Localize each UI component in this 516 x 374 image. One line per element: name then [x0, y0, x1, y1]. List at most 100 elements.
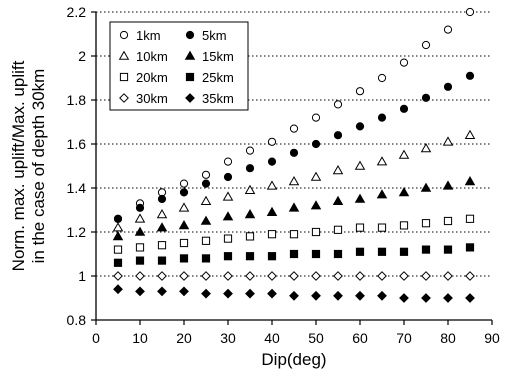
point-10km [420, 142, 432, 153]
point-15km [156, 222, 168, 232]
point-25km [179, 254, 189, 263]
point-30km [267, 271, 277, 281]
point-5km [289, 148, 299, 157]
point-35km [201, 288, 211, 299]
point-25km [443, 245, 453, 254]
point-25km [421, 245, 431, 254]
point-10km [332, 164, 344, 175]
x-tick-label: 10 [132, 330, 148, 346]
point-20km [421, 219, 431, 228]
point-25km [355, 247, 365, 256]
point-15km [420, 182, 432, 192]
point-35km [465, 293, 475, 303]
point-10km [112, 222, 124, 232]
point-10km [288, 175, 300, 186]
point-20km [465, 214, 475, 223]
legend-label-10km: 10km [136, 49, 168, 64]
x-axis-label: Dip(deg) [261, 350, 326, 369]
point-30km [223, 271, 233, 281]
legend: 1km 5km 10km 15km 20km 25km 30km 35km [109, 21, 249, 111]
point-20km [267, 230, 277, 239]
point-15km [244, 208, 256, 219]
x-tick-label: 70 [396, 330, 412, 346]
point-35km [421, 293, 431, 303]
point-25km [267, 252, 277, 261]
x-tick-label: 20 [176, 330, 192, 346]
point-5km [443, 82, 453, 91]
point-5km [311, 139, 321, 149]
point-20km [333, 225, 343, 234]
point-1km [333, 100, 343, 109]
point-20km [113, 245, 123, 254]
point-10km [310, 171, 322, 181]
point-20km [201, 236, 211, 245]
point-10km [156, 208, 168, 219]
point-1km [377, 73, 387, 83]
point-5km [157, 194, 167, 204]
point-10km [244, 184, 256, 194]
x-tick-label: 30 [220, 330, 236, 346]
point-20km [289, 230, 299, 239]
legend-label-20km: 20km [136, 70, 168, 85]
point-30km [245, 271, 255, 281]
point-1km [267, 137, 277, 146]
point-10km [442, 136, 454, 146]
point-20km [399, 221, 409, 230]
point-25km [157, 256, 167, 265]
point-15km [376, 189, 388, 199]
point-35km [179, 286, 189, 297]
point-5km [267, 157, 277, 166]
y-tick-label: 2 [78, 48, 86, 64]
point-35km [267, 288, 277, 299]
point-10km [134, 213, 146, 223]
point-30km [135, 271, 145, 281]
point-10km [354, 160, 366, 170]
legend-marker-5km [185, 30, 195, 40]
point-1km [311, 113, 321, 122]
point-35km [157, 286, 167, 297]
y-tick-label: 1 [78, 268, 86, 284]
point-25km [113, 258, 123, 267]
point-30km [201, 271, 211, 281]
y-tick-label: 1.8 [67, 92, 87, 108]
point-30km [333, 271, 343, 281]
point-15km [442, 180, 454, 190]
point-15km [464, 175, 476, 186]
point-20km [245, 232, 255, 241]
point-30km [289, 271, 299, 281]
point-15km [134, 226, 146, 236]
legend-label-30km: 30km [136, 91, 168, 106]
point-25km [245, 252, 255, 261]
point-10km [376, 156, 388, 166]
point-10km [398, 149, 410, 159]
point-10km [178, 202, 190, 212]
point-30km [443, 271, 453, 281]
point-1km [355, 87, 365, 96]
point-30km [421, 271, 431, 281]
point-1km [465, 7, 475, 17]
point-35km [223, 288, 233, 299]
point-30km [179, 271, 189, 281]
point-35km [399, 293, 409, 303]
y-axis-label-line-2: in the case of depth 30km [29, 69, 48, 264]
point-20km [377, 223, 387, 232]
legend-label-35km: 35km [202, 91, 234, 106]
point-30km [377, 271, 387, 281]
point-15km [222, 211, 234, 221]
point-25km [289, 249, 299, 259]
point-15km [178, 219, 190, 230]
point-5km [179, 188, 189, 197]
axes [95, 12, 492, 321]
legend-label-15km: 15km [202, 49, 234, 64]
legend-label-1km: 1km [136, 28, 161, 43]
point-20km [311, 227, 321, 237]
point-5km [377, 113, 387, 122]
y-tick-label: 1.6 [67, 136, 87, 152]
point-35km [311, 290, 321, 301]
point-15km [310, 200, 322, 210]
legend-marker-15km [184, 50, 196, 60]
point-5km [245, 164, 255, 173]
point-25km [311, 249, 321, 259]
x-tick-label: 50 [308, 330, 324, 346]
